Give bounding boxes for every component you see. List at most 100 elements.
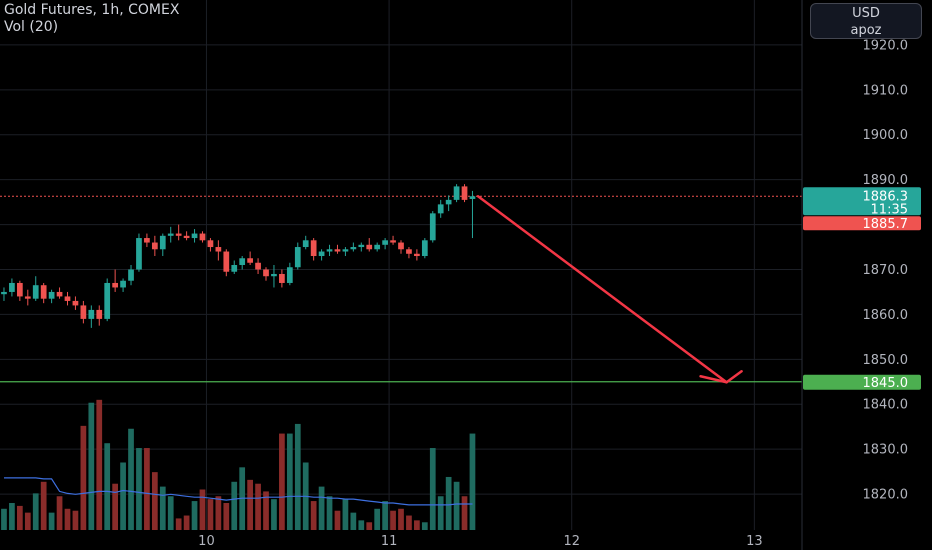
candle	[398, 240, 404, 254]
volume-bar	[406, 515, 412, 530]
candle	[183, 231, 190, 241]
candle-body	[342, 249, 349, 252]
candle-body	[112, 282, 118, 288]
candle-body	[326, 249, 333, 252]
symbol-title[interactable]: Gold Futures, 1h, COMEX	[4, 2, 180, 18]
candle-body	[294, 247, 301, 268]
candle	[374, 242, 381, 252]
time-tick-label: 11	[381, 534, 398, 549]
candle-body	[390, 240, 396, 243]
candle-body	[136, 238, 142, 270]
candle	[255, 258, 261, 274]
candle	[302, 235, 309, 250]
candle	[88, 305, 95, 328]
candle	[453, 184, 460, 203]
volume-bar	[382, 501, 388, 530]
currency-unit-button[interactable]: USD apoz	[810, 3, 922, 39]
volume-bar	[366, 522, 373, 530]
volume-bar	[32, 493, 39, 530]
candle	[175, 224, 182, 241]
candle	[80, 300, 87, 324]
candle	[104, 278, 111, 322]
candle-body	[310, 240, 317, 257]
price-tick-label: 1830.0	[863, 443, 909, 458]
price-tags: 1886.3 11:35 1885.7 1845.0	[803, 187, 921, 391]
candle-body	[120, 280, 126, 288]
candle-body	[191, 233, 198, 239]
volume-bar	[48, 512, 55, 530]
candle-body	[414, 253, 420, 257]
candle-body	[48, 291, 55, 299]
candle-body	[183, 235, 190, 239]
volume-bar	[24, 512, 31, 530]
volume-bar	[247, 479, 253, 530]
volume-bar	[199, 489, 206, 530]
volume-bars	[1, 399, 476, 530]
candle	[421, 238, 428, 259]
candle	[112, 269, 118, 292]
candle	[128, 265, 134, 286]
candle-body	[80, 305, 87, 319]
volume-bar	[326, 496, 333, 530]
price-tick-label: 1890.0	[863, 173, 909, 188]
candle-body	[72, 300, 79, 306]
previous-close-tag	[803, 216, 921, 231]
volume-bar	[421, 522, 428, 530]
volume-bar	[414, 520, 420, 530]
bar-countdown: 11:35	[871, 202, 908, 217]
time-axis[interactable]: 10 11 12 13	[198, 534, 762, 549]
candle	[231, 260, 238, 274]
volume-bar	[231, 481, 238, 530]
candle-body	[128, 269, 134, 281]
volume-bar	[1, 508, 7, 530]
candle	[191, 229, 198, 243]
volume-bar	[453, 481, 460, 530]
candle	[406, 247, 412, 259]
volume-ma-line	[4, 477, 473, 506]
volume-bar	[88, 402, 95, 530]
candle-body	[231, 265, 238, 272]
candle-body	[286, 267, 293, 283]
candle-body	[469, 196, 476, 199]
candle-body	[358, 244, 365, 248]
volume-bar	[350, 512, 357, 530]
candle-body	[437, 204, 444, 214]
currency-label: USD	[852, 6, 880, 21]
volume-bar	[358, 520, 365, 530]
candle	[271, 265, 277, 288]
volume-bar	[128, 428, 134, 530]
candle	[56, 287, 63, 299]
candle-body	[318, 251, 325, 257]
price-axis-bg	[802, 0, 932, 550]
time-tick-label: 13	[746, 534, 763, 549]
volume-bar	[96, 399, 103, 530]
candle-body	[24, 296, 31, 299]
target-price-tag	[803, 374, 921, 390]
candle	[350, 242, 357, 252]
candle-body	[167, 233, 174, 236]
candle	[199, 231, 206, 243]
volume-bar	[120, 462, 126, 530]
candle	[279, 269, 285, 288]
volume-bar	[167, 496, 174, 530]
volume-bar	[255, 483, 261, 530]
volume-indicator-label[interactable]: Vol (20)	[4, 19, 59, 35]
down-arrow-drawing[interactable]	[476, 195, 743, 384]
candle	[120, 278, 126, 292]
price-axis[interactable]: 1820.0 1830.0 1840.0 1850.0 1860.0 1870.0 1890…	[863, 38, 909, 502]
price-tick-label: 1900.0	[863, 128, 909, 143]
volume-bar	[390, 510, 396, 530]
candle	[16, 280, 23, 301]
time-tick-label: 10	[198, 534, 215, 549]
candle	[136, 233, 142, 272]
candle	[167, 226, 174, 243]
candle	[215, 240, 222, 261]
volume-bar	[334, 510, 341, 530]
candle	[207, 238, 214, 252]
volume-bar	[318, 486, 325, 530]
candle	[239, 256, 246, 270]
candle-body	[255, 262, 261, 270]
candle-body	[16, 282, 23, 297]
candle-body	[374, 244, 381, 250]
